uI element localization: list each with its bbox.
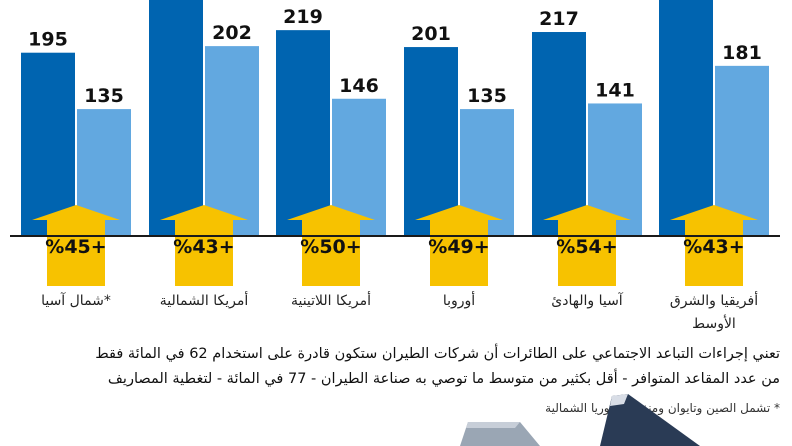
bar-chart: 181 %43+ 217 141 %54+ 201 135 %49+ 219 146 %50+ 202…	[10, 0, 780, 286]
bar-series1	[659, 0, 713, 236]
increase-label: %50+	[300, 236, 361, 258]
airplane-tail-icon	[460, 422, 540, 446]
category-label: شمال آسيا*	[41, 293, 111, 309]
increase-arrow-icon	[415, 205, 503, 286]
increase-label: %54+	[556, 236, 617, 258]
data-label-series2: 146	[339, 75, 379, 97]
data-label-series2: 135	[467, 85, 507, 107]
caption-line-2: من عدد المقاعد المتوافر - أقل بكثير من م…	[107, 371, 780, 387]
bar-series1	[276, 30, 330, 236]
data-label-series2: 202	[212, 22, 252, 44]
category-label: أوروبا	[442, 293, 476, 309]
category-label: أمريكا الشمالية	[159, 293, 249, 309]
increase-label: %45+	[45, 236, 106, 258]
caption-line-1: تعني إجراءات التباعد الاجتماعي على الطائ…	[95, 346, 780, 362]
increase-arrow-icon	[160, 205, 248, 286]
bar-series2	[715, 65, 769, 236]
data-label-series1: 201	[411, 23, 451, 45]
data-label-series1: 217	[539, 8, 579, 30]
bar-series1	[21, 52, 75, 237]
data-label-series1: 219	[283, 6, 323, 28]
category-label: آسيا والهادئ	[551, 293, 623, 309]
category-label: أفريقيا والشرق الأوسط	[669, 293, 759, 332]
increase-label: %43+	[173, 236, 234, 258]
increase-label: %49+	[428, 236, 489, 258]
increase-arrow-icon	[287, 205, 375, 286]
category-label: أمريكا اللاتينية	[290, 293, 372, 309]
bar-series2	[205, 46, 259, 237]
bar-series1	[532, 32, 586, 236]
bar-series1	[149, 0, 203, 236]
increase-label: %43+	[683, 236, 744, 258]
bar-series1	[404, 47, 458, 237]
airplane-tail-icon	[600, 394, 700, 446]
increase-arrow-icon	[670, 205, 758, 286]
airplane-tails-illustration	[460, 394, 700, 446]
increase-arrow-icon	[32, 205, 120, 286]
footnote: * تشمل الصين وتايوان ومنغوليا وكوريا الش…	[545, 401, 780, 415]
data-label-series2: 181	[722, 42, 762, 64]
increase-arrow-icon	[543, 205, 631, 286]
data-label-series1: 195	[28, 29, 68, 51]
data-label-series2: 141	[595, 79, 635, 101]
data-label-series2: 135	[84, 85, 124, 107]
